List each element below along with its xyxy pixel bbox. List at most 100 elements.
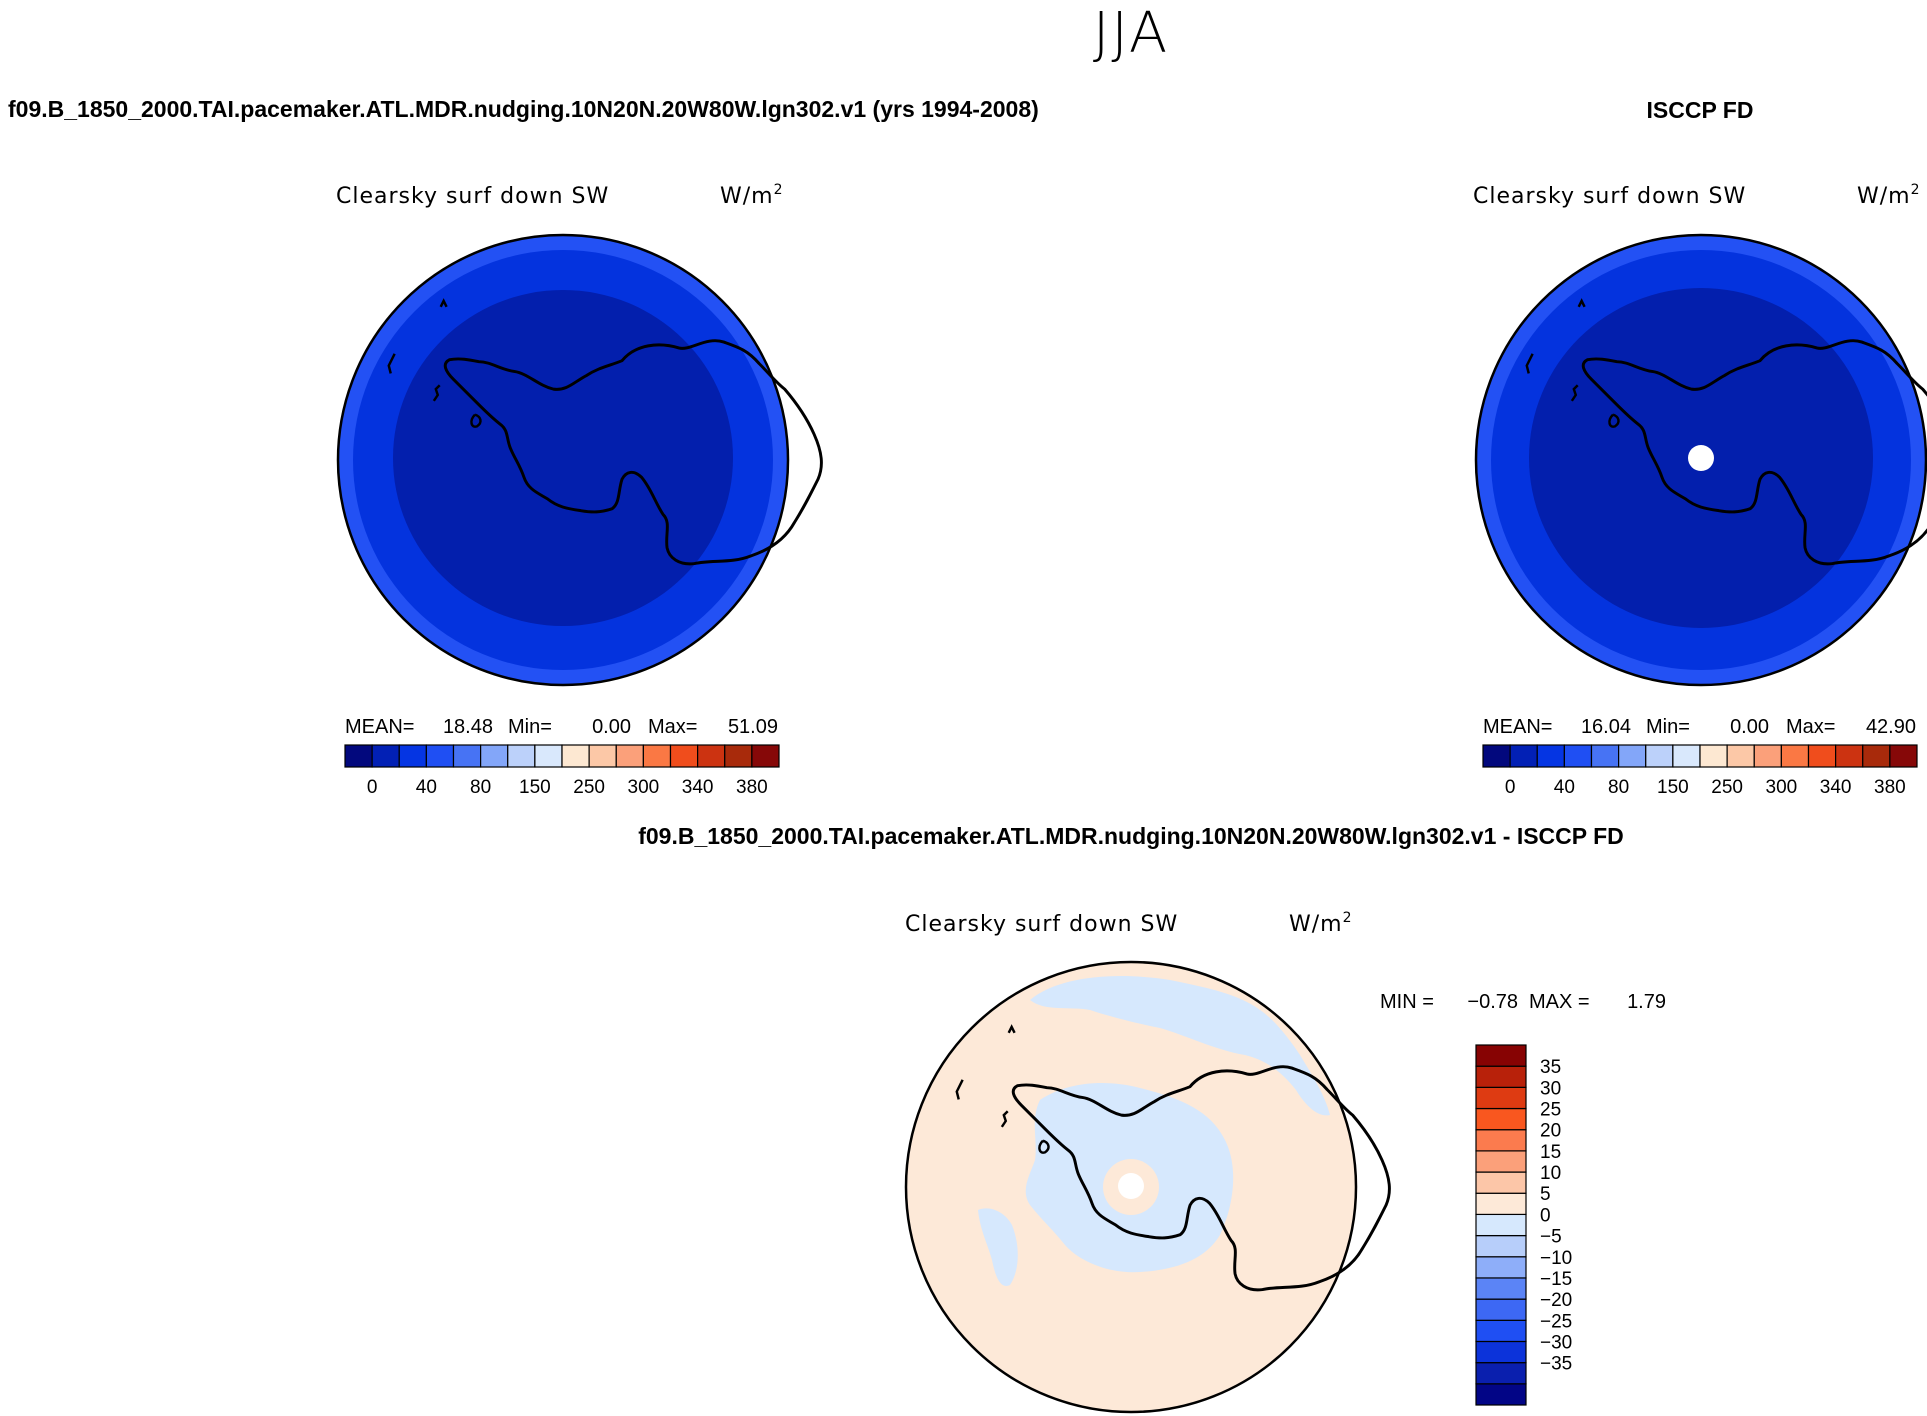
panel1-map [336,233,823,687]
panel2-colorbar: 0 40 80 150 250 300 340 380 [1482,744,1918,798]
diff-colorbar-tick-label: −5 [1540,1227,1562,1248]
panel1-colorbar-swatch [534,744,563,768]
diff-colorbar-tick-label: 5 [1540,1184,1551,1205]
panel2-colorbar-tick-label: 380 [1874,777,1906,798]
panel2-colorbar-swatch [1699,744,1728,768]
diff-colorbar-swatch [1475,1256,1527,1279]
diff-panel: f09.B_1850_2000.TAI.pacemaker.ATL.MDR.nu… [638,823,1666,1414]
diff-colorbar-swatch [1475,1150,1527,1173]
diff-colorbar-tick-label: −35 [1540,1354,1572,1375]
panel2-colorbar-tick-label: 0 [1505,777,1516,798]
diff-colorbar-swatch [1475,1171,1527,1194]
diff-neg-region-north [1030,976,1330,1116]
diff-colorbar-tick-label: 10 [1540,1163,1561,1184]
panel2-pole-hole [1688,445,1714,471]
diff-colorbar-swatch [1475,1383,1527,1406]
panel1-colorbar-swatch [697,744,726,768]
diff-colorbar-tick-label: −10 [1540,1248,1572,1269]
diff-max-value: 1.79 [1627,991,1666,1013]
season-title: JJA [1093,1,1169,66]
diff-colorbar-swatch [1475,1319,1527,1343]
panel2-colorbar-swatch [1482,744,1511,768]
diff-max-label: MAX = [1529,991,1590,1013]
diff-colorbar-tick-label: 0 [1540,1205,1551,1226]
diff-colorbar-tick-label: 35 [1540,1057,1561,1078]
panel1-colorbar-swatch [507,744,536,768]
panel1-case-title: f09.B_1850_2000.TAI.pacemaker.ATL.MDR.nu… [8,96,1039,122]
diff-colorbar-swatch [1475,1044,1527,1067]
panel2-colorbar-swatch [1590,744,1620,768]
panel2-colorbar-tick-label: 40 [1554,777,1575,798]
diff-colorbar-tick-label: 20 [1540,1121,1561,1142]
diff-map-border [904,960,1358,1414]
panel1-mean-label: MEAN= [345,716,414,738]
diff-colorbar-swatch [1475,1298,1527,1321]
panel2-colorbar-swatch [1563,744,1593,768]
panel1-colorbar-swatch [669,744,699,768]
panel2: Clearsky surf down SW W/m2 MEAN= 16.04 M… [1473,182,1927,798]
panel1-colorbar-tick-label: 80 [470,777,491,798]
panel1-colorbar-swatch [480,744,509,768]
panel2-mean-value: 16.04 [1581,716,1631,738]
panel2-case-title: ISCCP FD [1647,97,1754,123]
panel2-colorbar-swatch [1807,744,1837,768]
panel2-colorbar-swatch [1835,744,1864,768]
panel2-colorbar-tick-label: 150 [1657,777,1689,798]
panel2-variable-label: Clearsky surf down SW [1473,184,1746,209]
panel1: Clearsky surf down SW W/m2 MEAN= 18.48 M… [336,182,823,798]
panel1-colorbar-swatch [425,744,455,768]
panel1-units: W/m2 [720,182,784,209]
panel1-colorbar-swatch [561,744,590,768]
panel1-colorbar-swatch [398,744,427,768]
diff-colorbar-swatch [1475,1234,1527,1258]
panel1-map-border [336,233,790,687]
panel1-colorbar-tick-label: 250 [573,777,605,798]
panel1-min-label: Min= [508,716,552,738]
panel2-colorbar-tick-label: 250 [1711,777,1743,798]
panel1-colorbar-swatch [642,744,672,768]
diff-colorbar-swatch [1475,1340,1527,1364]
panel1-variable-label: Clearsky surf down SW [336,184,609,209]
panel2-colorbar-swatch [1672,744,1701,768]
diff-colorbar-swatch [1475,1086,1527,1110]
panel2-map-border [1474,233,1927,687]
diff-colorbar-tick-label: −30 [1540,1332,1572,1353]
panel2-colorbar-tick-label: 300 [1766,777,1798,798]
panel1-stats: MEAN= 18.48 Min= 0.00 Max= 51.09 [345,716,778,738]
diff-colorbar-tick-label: 15 [1540,1142,1561,1163]
panel1-inner-field [393,290,733,626]
panel1-colorbar-swatch [724,744,753,768]
diff-pole-hole [1118,1173,1144,1199]
panel1-colorbar-swatch [588,744,617,768]
panel1-colorbar-tick-label: 380 [736,777,768,798]
panel2-colorbar-swatch [1618,744,1647,768]
diff-units: W/m2 [1289,910,1353,937]
panel2-map [1474,233,1927,687]
panel2-mean-label: MEAN= [1483,716,1552,738]
diff-colorbar-swatch [1475,1362,1527,1385]
panel1-colorbar: 0 40 80 150 250 300 340 380 [344,744,780,798]
panel2-colorbar-swatch [1536,744,1565,768]
panel2-colorbar-swatch [1862,744,1891,768]
panel2-min-label: Min= [1646,716,1690,738]
diff-colorbar-swatch [1475,1065,1527,1088]
panel2-colorbar-swatch [1645,744,1674,768]
diff-stats: MIN = −0.78 MAX = 1.79 [1380,991,1666,1013]
panel2-stats: MEAN= 16.04 Min= 0.00 Max= 42.90 [1483,716,1916,738]
panel1-colorbar-swatch [344,744,373,768]
panel2-min-value: 0.00 [1730,716,1769,738]
panel2-colorbar-swatch [1780,744,1810,768]
panel1-colorbar-tick-label: 300 [628,777,660,798]
panel2-colorbar-swatch [1889,744,1918,768]
panel2-colorbar-swatch [1509,744,1538,768]
diff-colorbar-tick-label: −15 [1540,1269,1572,1290]
diff-colorbar-tick-label: 25 [1540,1100,1561,1121]
panel1-colorbar-tick-label: 0 [367,777,378,798]
panel1-colorbar-swatch [751,744,780,768]
panel2-colorbar-swatch [1753,744,1782,768]
diff-min-label: MIN = [1380,991,1434,1013]
diff-neg-region-west [978,1208,1018,1286]
diff-map [904,960,1391,1414]
panel1-colorbar-swatch [452,744,482,768]
